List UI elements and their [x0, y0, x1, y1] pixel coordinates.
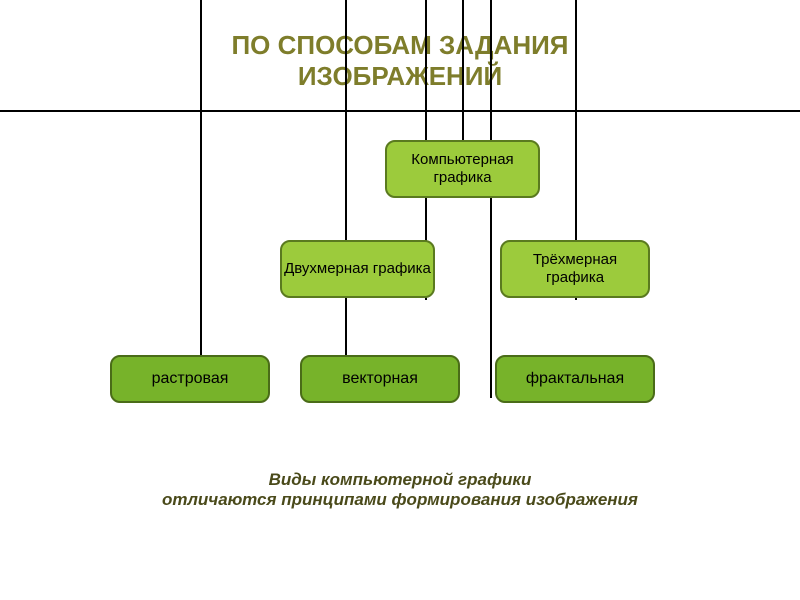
diagram-canvas: { "title": { "text": "ПО СПОСОБАМ ЗАДАНИ…: [0, 0, 800, 600]
node-vector: векторная: [300, 355, 460, 403]
node-root: Компьютерная графика: [385, 140, 540, 198]
footer-line1: Виды компьютерной графики: [269, 470, 532, 489]
vline-0: [200, 0, 202, 398]
node-2d: Двухмерная графика: [280, 240, 435, 298]
vline-3: [462, 0, 464, 160]
page-title: ПО СПОСОБАМ ЗАДАНИЯ ИЗОБРАЖЕНИЙ: [155, 30, 645, 92]
footer-caption: Виды компьютерной графики отличаются при…: [120, 470, 680, 510]
vline-4: [490, 0, 492, 398]
node-3d: Трёхмерная графика: [500, 240, 650, 298]
node-fractal: фрактальная: [495, 355, 655, 403]
node-raster: растровая: [110, 355, 270, 403]
footer-line2: отличаются принципами формирования изобр…: [162, 490, 638, 509]
vline-1: [345, 0, 347, 398]
title-underline: [0, 110, 800, 112]
